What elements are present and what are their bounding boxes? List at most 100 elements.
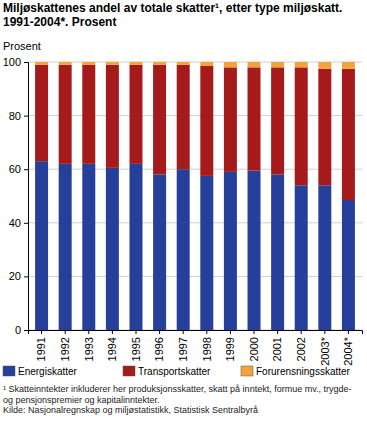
y-tick-mark (24, 116, 28, 117)
bar (82, 62, 95, 65)
bar (200, 62, 213, 66)
bar (106, 62, 119, 65)
bar (342, 62, 355, 69)
x-tick-mark (348, 330, 349, 334)
x-tick: 1999 (224, 330, 236, 361)
legend-label: Transportskatter (138, 366, 211, 377)
series (35, 65, 355, 200)
bar (153, 62, 166, 65)
y-axis-title: Prosent (3, 40, 41, 52)
bar (224, 67, 237, 172)
x-axis-line (29, 331, 363, 335)
legend: Energiskatter Transportskatter Forurensnin… (3, 366, 351, 377)
x-tick-label: 1997 (177, 337, 189, 361)
x-tick-mark (324, 330, 325, 334)
x-tick: 2003* (319, 330, 331, 366)
bar (35, 161, 48, 330)
grid-line (28, 169, 362, 170)
series (35, 161, 355, 330)
bar (271, 67, 284, 174)
bar (59, 62, 72, 65)
annotation: Kilde: Nasjonalregnskap og miljøstatisti… (3, 405, 258, 415)
y-tick: 80 (9, 110, 28, 122)
legend-entry: Energiskatter (3, 366, 78, 377)
grid-line (28, 115, 362, 116)
bar (248, 62, 261, 67)
y-tick-label: 20 (9, 270, 21, 282)
x-tick: 2000 (248, 330, 260, 361)
x-tick-mark (88, 330, 89, 334)
legend-label: Forurensningsskatter (256, 366, 351, 377)
bar (106, 168, 119, 330)
x-tick-label: 1996 (153, 337, 165, 361)
y-tick-label: 80 (9, 110, 21, 122)
plot: 0204060801001991199219931994199519961997… (3, 56, 363, 366)
y-tick-label: 0 (15, 324, 21, 336)
x-tick-label: 1995 (130, 337, 142, 361)
bar (35, 65, 48, 161)
x-tick-label: 1994 (106, 337, 118, 361)
y-tick-label: 40 (9, 217, 21, 229)
bar (200, 176, 213, 330)
bar (129, 164, 142, 330)
y-tick-mark (24, 330, 28, 331)
x-tick-mark (230, 330, 231, 334)
grid-line (28, 276, 362, 277)
y-tick: 20 (9, 270, 28, 282)
bar (342, 200, 355, 330)
x-tick-mark (277, 330, 278, 334)
bar (177, 169, 190, 330)
x-tick: 2001 (271, 330, 283, 361)
y-tick-mark (24, 276, 28, 277)
legend-label: Energiskatter (18, 366, 78, 377)
bar (295, 62, 308, 67)
bar (59, 65, 72, 164)
x-tick-mark (135, 330, 136, 334)
x-tick-mark (183, 330, 184, 334)
bar (248, 171, 261, 330)
x-tick-label: 2004* (342, 336, 354, 365)
bar (129, 65, 142, 164)
legend-swatch (3, 366, 15, 376)
grid-line (28, 62, 362, 63)
bar (82, 65, 95, 164)
bar (106, 65, 119, 168)
bar (248, 67, 261, 170)
x-tick-mark (112, 330, 113, 334)
x-tick: 1997 (177, 330, 189, 361)
bar (224, 172, 237, 330)
x-tick-label: 1999 (224, 337, 236, 361)
x-tick-label: 1991 (35, 337, 47, 361)
y-tick-mark (24, 223, 28, 224)
x-tick: 2002 (295, 330, 307, 361)
legend-swatch (241, 366, 253, 376)
x-tick-mark (206, 330, 207, 334)
x-tick: 1991 (35, 330, 47, 361)
grid (28, 62, 362, 330)
legend-swatch (123, 366, 135, 376)
x-tick-mark (41, 330, 42, 334)
y-tick-mark (24, 62, 28, 63)
bar (82, 164, 95, 330)
x-tick-label: 1992 (59, 337, 71, 361)
chart: Miljøskattenes andel av totale skatter¹,… (0, 0, 367, 428)
bar (271, 62, 284, 67)
x-tick-mark (159, 330, 160, 334)
x-tick: 1995 (130, 330, 142, 361)
legend-entry: Transportskatter (123, 366, 211, 377)
y-tick: 0 (15, 324, 28, 336)
y-tick-mark (24, 169, 28, 170)
bar (295, 67, 308, 185)
bar (271, 175, 284, 330)
x-tick-mark (65, 330, 66, 334)
x-tick-mark (301, 330, 302, 334)
y-tick-label: 60 (9, 163, 21, 175)
x-tick-label: 1998 (201, 337, 213, 361)
y-tick-label: 100 (3, 56, 21, 68)
bar (59, 164, 72, 330)
x-tick: 2004* (342, 330, 354, 366)
bar (200, 66, 213, 176)
bar (153, 175, 166, 330)
legend-entry: Forurensningsskatter (241, 366, 351, 377)
bar (318, 69, 331, 186)
